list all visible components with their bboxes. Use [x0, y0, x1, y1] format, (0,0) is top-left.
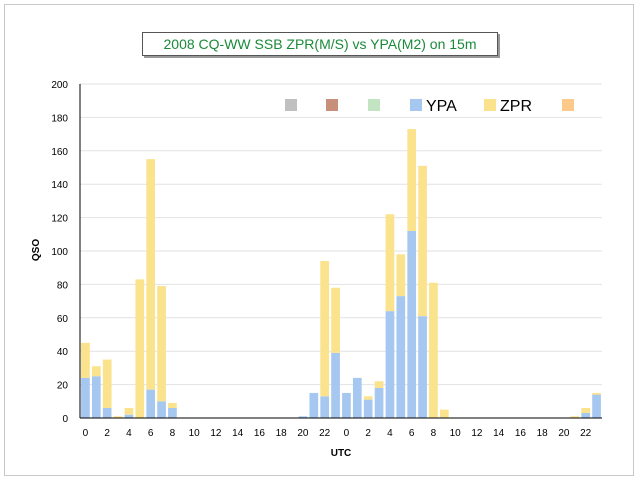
legend-swatch [484, 99, 496, 111]
bar-ypa [407, 230, 417, 418]
bar-ypa [374, 387, 384, 418]
bar-zpr [102, 359, 112, 408]
bar-zpr [385, 214, 395, 312]
bar-ypa [352, 377, 362, 418]
bar-ypa [81, 377, 90, 418]
x-tick-labels: 0 2 4 6 8 10 12 14 16 18 20 22 0 2 4 6 8 10 12 14 16 18 20 22 [83, 428, 592, 439]
x-tick-label: 0 [344, 428, 350, 439]
legend-swatch [285, 99, 297, 111]
chart-title-box: 2008 CQ-WW SSB ZPR(M/S) vs YPA(M2) on 15… [142, 32, 498, 56]
bar-ypa [331, 352, 340, 418]
bars [81, 129, 601, 418]
bar-zpr [320, 261, 330, 397]
bar-ypa [581, 412, 591, 418]
y-axis-title: QSO [31, 239, 42, 261]
x-tick-label: 0 [83, 428, 89, 439]
y-tick-label: 0 [62, 414, 68, 425]
y-tick-label: 60 [57, 314, 69, 325]
x-tick-label: 10 [189, 428, 201, 439]
x-tick-label: 2 [365, 428, 371, 439]
y-tick-label: 100 [51, 247, 68, 258]
x-tick-label: 16 [515, 428, 527, 439]
bar-zpr [168, 402, 177, 408]
bar-ypa [102, 407, 112, 418]
y-tick-label: 200 [51, 80, 68, 91]
x-tick-label: 6 [148, 428, 154, 439]
y-tick-label: 80 [57, 280, 69, 291]
x-tick-label: 18 [537, 428, 549, 439]
y-tick-label: 20 [57, 381, 69, 392]
x-tick-label: 4 [387, 428, 393, 439]
bar-ypa [157, 401, 166, 418]
bar-zpr [81, 342, 90, 378]
y-tick-labels: 0 20 40 60 80 100 120 140 160 180 200 [51, 80, 68, 425]
x-tick-label: 8 [431, 428, 437, 439]
bar-zpr [374, 381, 384, 388]
x-tick-label: 20 [558, 428, 570, 439]
bar-ypa [146, 389, 156, 418]
y-tick-label: 40 [57, 347, 69, 358]
x-tick-label: 6 [409, 428, 415, 439]
bar-ypa [396, 296, 406, 418]
y-tick-label: 160 [51, 147, 68, 158]
x-axis-title: UTC [331, 448, 352, 459]
x-tick-label: 10 [450, 428, 462, 439]
legend: YPA ZPR [285, 98, 574, 115]
chart-title: 2008 CQ-WW SSB ZPR(M/S) vs YPA(M2) on 15… [163, 36, 477, 52]
chart-frame [4, 4, 634, 476]
x-tick-label: 12 [471, 428, 483, 439]
axes [79, 84, 602, 419]
bar-zpr [124, 407, 134, 415]
bar-ypa [168, 407, 177, 418]
bar-zpr [113, 416, 123, 418]
bar-zpr [146, 159, 156, 390]
bar-zpr [570, 416, 580, 418]
x-tick-label: 14 [232, 428, 244, 439]
bar-zpr [407, 129, 417, 231]
bar-zpr [592, 392, 601, 395]
legend-label: ZPR [500, 98, 532, 115]
legend-label: YPA [426, 98, 457, 115]
bar-ypa [592, 394, 601, 418]
x-tick-label: 20 [297, 428, 309, 439]
bar-ypa [320, 396, 330, 418]
bar-zpr [581, 407, 591, 413]
x-tick-label: 8 [170, 428, 176, 439]
legend-swatch [410, 99, 422, 111]
x-tick-label: 18 [276, 428, 288, 439]
bar-zpr [363, 396, 373, 400]
bar-zpr [418, 165, 427, 317]
x-tick-label: 16 [254, 428, 266, 439]
x-tick-label: 22 [319, 428, 331, 439]
bar-zpr [91, 366, 101, 377]
bar-zpr [135, 279, 145, 418]
bar-zpr [157, 286, 166, 402]
legend-swatch [326, 99, 338, 111]
bar-ypa [418, 316, 427, 418]
bar-zpr [331, 287, 340, 353]
y-tick-label: 120 [51, 214, 68, 225]
y-tick-label: 140 [51, 180, 68, 191]
bar-ypa [385, 311, 395, 418]
bar-ypa [309, 392, 319, 418]
bar-ypa [342, 392, 351, 418]
grid-lines [80, 83, 602, 386]
y-tick-label: 180 [51, 113, 68, 124]
x-tick-label: 2 [104, 428, 110, 439]
x-tick-label: 14 [493, 428, 505, 439]
x-tick-label: 12 [210, 428, 222, 439]
legend-swatch [368, 99, 380, 111]
bar-ypa [363, 399, 373, 418]
bar-ypa [124, 414, 134, 418]
bar-ypa [91, 376, 101, 418]
legend-swatch [562, 99, 574, 111]
x-tick-label: 4 [126, 428, 132, 439]
bar-ypa [298, 416, 308, 418]
bar-zpr [439, 409, 449, 418]
bar-zpr [429, 282, 438, 418]
bar-zpr [396, 254, 406, 297]
x-tick-label: 22 [580, 428, 592, 439]
